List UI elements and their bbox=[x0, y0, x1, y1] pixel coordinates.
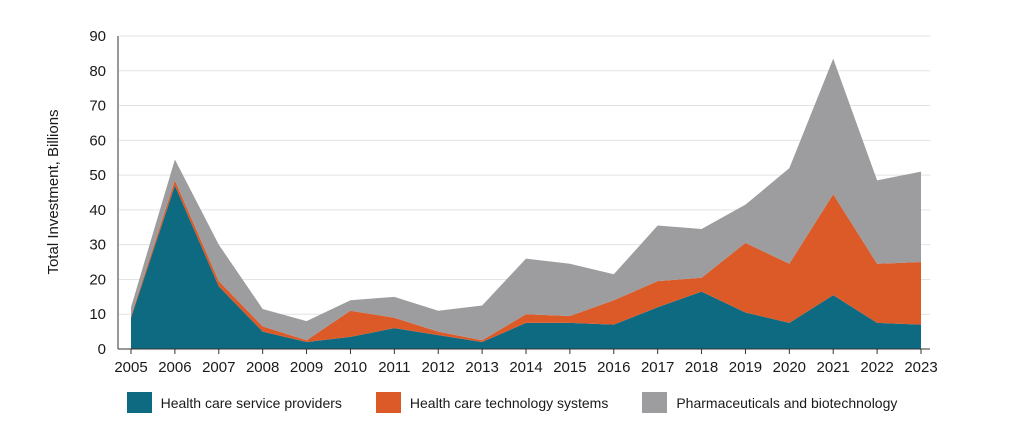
x-tick-label: 2011 bbox=[378, 359, 410, 376]
x-tick-label: 2010 bbox=[334, 359, 367, 376]
x-tick-label: 2005 bbox=[114, 359, 147, 376]
legend-item-service-providers: Health care service providers bbox=[126, 392, 342, 413]
x-tick-label: 2007 bbox=[202, 359, 235, 376]
x-tick-label: 2014 bbox=[509, 359, 542, 376]
x-tick-label: 2008 bbox=[246, 359, 279, 376]
legend-item-technology-systems: Health care technology systems bbox=[375, 392, 609, 413]
legend-label-technology-systems: Health care technology systems bbox=[409, 394, 609, 411]
legend: Health care service providers Health car… bbox=[0, 392, 1024, 413]
y-tick-label: 30 bbox=[89, 237, 106, 254]
y-tick-label: 10 bbox=[89, 306, 106, 323]
x-tick-label: 2018 bbox=[685, 359, 718, 376]
x-tick-label: 2016 bbox=[597, 359, 630, 376]
legend-swatch-pharma-biotech bbox=[642, 392, 668, 413]
area-series-0 bbox=[131, 185, 921, 349]
x-tick-label: 2020 bbox=[773, 359, 806, 376]
x-tick-label: 2017 bbox=[641, 359, 674, 376]
legend-swatch-service-providers bbox=[126, 392, 152, 413]
x-tick-label: 2019 bbox=[729, 359, 762, 376]
y-axis-title: Total Investment, Billions bbox=[45, 109, 62, 274]
y-tick-label: 50 bbox=[89, 167, 106, 184]
x-tick-label: 2012 bbox=[422, 359, 455, 376]
x-tick-label: 2006 bbox=[158, 359, 191, 376]
legend-swatch-technology-systems bbox=[375, 392, 401, 413]
area-series-1 bbox=[131, 180, 921, 343]
y-tick-label: 0 bbox=[98, 341, 106, 358]
legend-label-pharma-biotech: Pharmaceuticals and biotechnology bbox=[676, 394, 898, 411]
legend-label-service-providers: Health care service providers bbox=[160, 394, 342, 411]
y-tick-label: 90 bbox=[89, 28, 106, 45]
y-tick-label: 20 bbox=[89, 271, 106, 288]
stacked-area-plot: 0 10 20 30 40 50 60 70 80 90 2005 2006 2007 2008 2009 2… bbox=[45, 28, 938, 376]
y-tick-label: 70 bbox=[89, 98, 106, 115]
y-tick-label: 60 bbox=[89, 132, 106, 149]
x-tick-label: 2015 bbox=[553, 359, 586, 376]
legend-item-pharma-biotech: Pharmaceuticals and biotechnology bbox=[642, 392, 897, 413]
x-tick-label: 2022 bbox=[860, 359, 893, 376]
x-tick-label: 2021 bbox=[817, 359, 850, 376]
x-tick-label: 2023 bbox=[904, 359, 937, 376]
y-tick-label: 80 bbox=[89, 63, 106, 80]
x-tick-label: 2013 bbox=[465, 359, 498, 376]
x-tick-label: 2009 bbox=[290, 359, 323, 376]
y-tick-label: 40 bbox=[89, 202, 106, 219]
area-series-2 bbox=[131, 58, 921, 341]
